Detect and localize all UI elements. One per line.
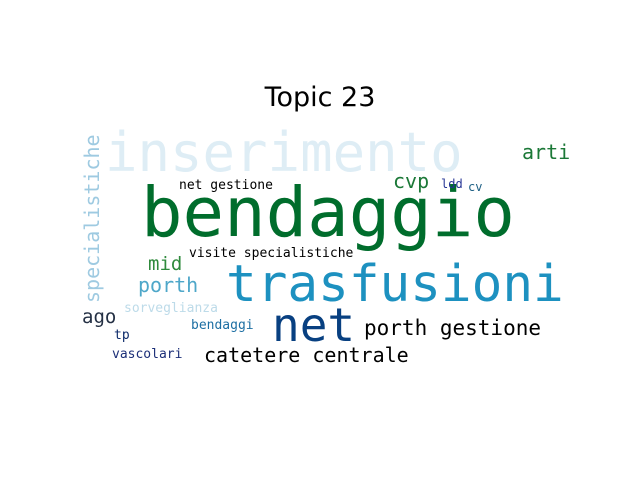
word-specialistiche: specialistiche [80, 134, 104, 303]
word-vascolari: vascolari [112, 347, 183, 362]
word-ldd: ldd [441, 177, 463, 191]
word-catetere-centrale: catetere centrale [204, 343, 409, 367]
word-inserimento: inserimento [105, 121, 463, 184]
plot-title: Topic 23 [264, 82, 376, 113]
word-visite-specialistiche: visite specialistiche [189, 246, 354, 261]
word-mid: mid [148, 253, 183, 275]
word-cvp: cvp [393, 169, 430, 193]
word-cloud: inserimento bendaggio trasfusioni net sp… [77, 117, 570, 372]
word-net-gestione: net gestione [179, 178, 273, 193]
word-arti: arti [522, 140, 571, 164]
word-cv: cv [468, 180, 483, 194]
word-porth-gestione: porth gestione [364, 316, 542, 340]
word-tp: tp [114, 328, 130, 343]
word-bendaggi: bendaggi [191, 318, 254, 333]
word-trasfusioni: trasfusioni [226, 255, 564, 314]
word-net: net [272, 298, 356, 352]
word-ago: ago [82, 306, 117, 328]
word-bendaggio: bendaggio [141, 173, 515, 253]
word-sorveglianza: sorveglianza [124, 301, 218, 316]
word-porth: porth [138, 273, 199, 297]
